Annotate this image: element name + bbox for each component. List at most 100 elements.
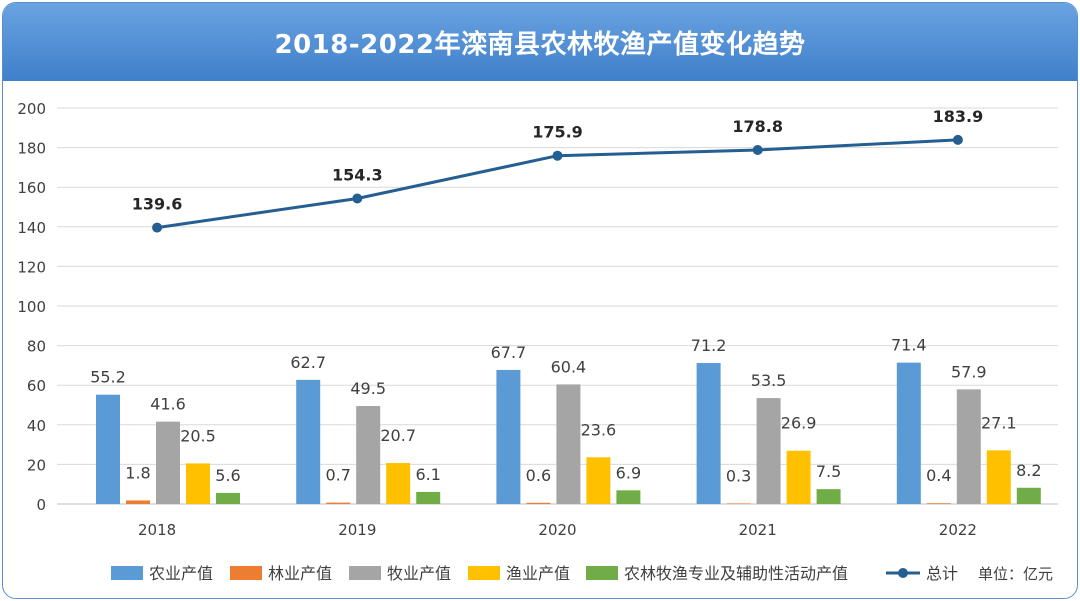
bar <box>416 491 441 504</box>
bar <box>756 398 781 504</box>
legend-item: 牧业产值 <box>349 564 451 583</box>
total-data-label: 178.8 <box>732 117 783 136</box>
bar <box>696 363 721 504</box>
unit-label: 单位：亿元 <box>978 565 1053 583</box>
legend-label: 总计 <box>926 564 958 583</box>
y-tick-label: 160 <box>17 179 46 197</box>
total-data-label: 139.6 <box>132 195 183 214</box>
legend: 农业产值 林业产值 牧业产值 渔业产值 农林牧渔专业及辅助性活动产值 总计 单位：亿元 <box>111 564 1053 583</box>
bar <box>896 362 921 504</box>
y-tick-label: 60 <box>27 377 46 395</box>
bar <box>986 450 1011 504</box>
bar-data-label: 41.6 <box>150 395 186 414</box>
bar <box>496 369 521 504</box>
bar <box>186 463 210 504</box>
bar-data-label: 6.1 <box>415 465 440 484</box>
total-point <box>952 134 963 145</box>
legend-label: 林业产值 <box>268 564 332 583</box>
bar-data-label: 6.9 <box>616 463 641 482</box>
bar <box>326 502 351 504</box>
total-point <box>352 193 363 204</box>
chart-header: 2018-2022年滦南县农林牧渔产值变化趋势 <box>3 3 1077 81</box>
bar <box>126 500 150 504</box>
legend-label: 牧业产值 <box>387 564 451 583</box>
bar <box>1016 487 1041 504</box>
bar-data-label: 62.7 <box>290 353 326 372</box>
line-layer <box>152 134 963 233</box>
bar-data-label: 1.8 <box>125 463 150 482</box>
bar-data-label: 20.7 <box>380 426 416 445</box>
x-tick-label: 2021 <box>739 521 777 539</box>
bar <box>786 450 811 504</box>
bar-data-label: 0.6 <box>526 466 551 485</box>
bar-data-label: 55.2 <box>90 368 126 387</box>
legend-swatch-marker <box>898 568 908 578</box>
bar <box>156 421 180 504</box>
total-point <box>752 144 763 155</box>
bar <box>96 394 120 504</box>
bar-data-label: 27.1 <box>981 413 1017 432</box>
bar <box>296 379 321 504</box>
bar <box>216 492 240 504</box>
bar <box>956 389 981 504</box>
bar-data-label: 23.6 <box>581 420 617 439</box>
y-tick-label: 100 <box>17 298 46 316</box>
legend-label: 农业产值 <box>149 564 213 583</box>
bar-data-label: 0.3 <box>726 466 751 485</box>
total-data-label: 154.3 <box>332 165 383 184</box>
y-tick-label: 80 <box>27 338 46 356</box>
bar <box>386 463 411 504</box>
bar-data-label: 71.4 <box>891 336 927 355</box>
bar-data-label: 71.2 <box>691 336 727 355</box>
x-tick-label: 2022 <box>939 521 977 539</box>
bar-data-label: 0.4 <box>926 466 951 485</box>
legend-swatch <box>586 566 618 580</box>
chart-title: 2018-2022年滦南县农林牧渔产值变化趋势 <box>274 29 806 60</box>
bar <box>526 502 551 504</box>
bar-data-label: 7.5 <box>816 462 841 481</box>
bar <box>926 503 951 504</box>
y-tick-label: 20 <box>27 456 46 474</box>
legend-item: 农林牧渔专业及辅助性活动产值 <box>586 564 848 583</box>
bar <box>726 503 751 504</box>
y-tick-label: 40 <box>27 417 46 435</box>
legend-label: 渔业产值 <box>506 564 570 583</box>
legend-label: 农林牧渔专业及辅助性活动产值 <box>624 564 848 583</box>
total-point <box>152 222 163 233</box>
legend-swatch <box>111 566 143 580</box>
bar <box>616 490 641 504</box>
bar <box>556 384 581 504</box>
legend-swatch <box>230 566 262 580</box>
bar-data-label: 53.5 <box>751 371 787 390</box>
x-tick-label: 2019 <box>338 521 376 539</box>
total-data-label: 175.9 <box>532 123 583 142</box>
legend-item: 渔业产值 <box>468 564 570 583</box>
bar <box>356 405 381 504</box>
bar-data-label: 20.5 <box>180 426 216 445</box>
x-tick-label: 2020 <box>538 521 576 539</box>
bar-data-label: 5.6 <box>215 466 240 485</box>
legend-swatch <box>468 566 500 580</box>
y-tick-label: 0 <box>36 496 46 514</box>
total-data-label: 183.9 <box>933 107 984 126</box>
bars-layer <box>96 362 1041 504</box>
bar-data-label: 49.5 <box>350 379 386 398</box>
bar <box>816 489 841 504</box>
bar-data-label: 0.7 <box>325 466 350 485</box>
bar-data-label: 57.9 <box>951 362 987 381</box>
y-tick-label: 200 <box>17 100 46 118</box>
bar-data-label: 8.2 <box>1016 461 1041 480</box>
bar <box>586 457 611 504</box>
legend-item: 总计 <box>886 564 958 583</box>
bar-data-label: 26.9 <box>781 414 817 433</box>
y-tick-label: 180 <box>17 140 46 158</box>
legend-item: 林业产值 <box>230 564 332 583</box>
legend-item: 农业产值 <box>111 564 213 583</box>
bar-data-label: 60.4 <box>551 357 587 376</box>
legend-swatch <box>349 566 381 580</box>
x-tick-label: 2018 <box>138 521 176 539</box>
y-tick-label: 140 <box>17 219 46 237</box>
y-tick-label: 120 <box>17 258 46 276</box>
